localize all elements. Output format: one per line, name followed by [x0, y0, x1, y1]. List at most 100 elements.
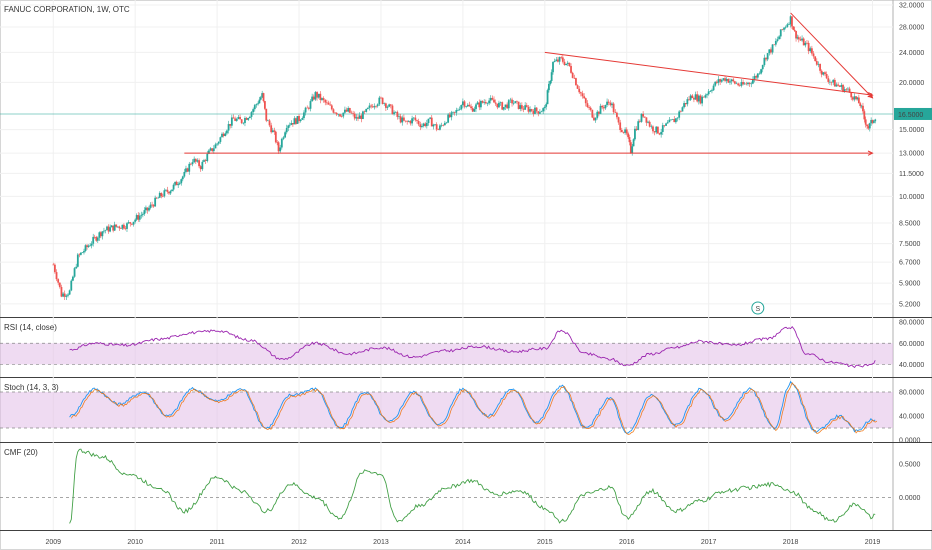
candle-body: [434, 124, 436, 125]
candle-body: [65, 295, 68, 297]
candle-body: [127, 222, 130, 224]
candle-body: [771, 44, 774, 53]
candle-body: [143, 210, 146, 215]
candle-body: [835, 84, 838, 87]
candle-body: [229, 124, 232, 126]
candle-body: [183, 171, 186, 177]
candle-body: [522, 108, 525, 110]
candle-body: [89, 245, 92, 247]
indicator-0-tick-0: 80.0000: [899, 320, 924, 327]
candle-body: [242, 122, 245, 124]
candle-body: [279, 147, 282, 152]
candle-body: [137, 215, 140, 220]
candle-body: [327, 102, 330, 105]
candle-body: [612, 103, 615, 113]
candle-body: [321, 98, 323, 100]
candle-body: [491, 97, 494, 100]
candle-body: [293, 118, 296, 125]
candle-body: [857, 97, 860, 104]
candle-body: [765, 57, 767, 60]
candle-body: [557, 59, 559, 62]
candle-body: [837, 84, 840, 86]
candle-body: [524, 105, 527, 110]
candle-body: [442, 124, 445, 126]
candle-body: [461, 101, 464, 106]
candle-body: [178, 183, 181, 185]
candle-body: [791, 16, 793, 27]
x-tick-3: 2012: [291, 539, 307, 546]
candle-body: [784, 26, 787, 28]
candle-body: [115, 224, 118, 227]
candle-body: [565, 63, 568, 65]
candle-body: [140, 214, 143, 216]
candle-body: [594, 117, 597, 121]
candle-body: [168, 191, 170, 194]
candle-body: [362, 111, 364, 119]
candle-body: [368, 105, 371, 108]
candle-body: [411, 118, 413, 124]
candle-body: [317, 93, 320, 98]
candle-body: [311, 96, 314, 102]
candle-body: [856, 97, 859, 100]
candle-body: [261, 93, 264, 98]
x-tick-0: 2009: [45, 539, 61, 546]
candle-body: [63, 293, 66, 297]
candle-body: [152, 205, 155, 207]
last-price-badge: [894, 107, 932, 120]
candle-body: [427, 118, 430, 123]
candle-body: [234, 118, 237, 121]
candle-body: [388, 104, 391, 107]
candle-body: [337, 114, 340, 115]
candle-body: [121, 224, 124, 229]
candle-body: [380, 97, 382, 99]
candle-body: [711, 90, 713, 92]
candle-body: [216, 143, 219, 145]
candle-body: [498, 102, 500, 108]
candle-body: [124, 228, 127, 229]
candle-body: [779, 29, 782, 37]
candle-body: [226, 130, 228, 134]
candle-body: [86, 245, 88, 247]
candle-body: [312, 96, 315, 100]
candle-body: [593, 117, 595, 121]
candle-body: [642, 113, 645, 117]
price-tick-4: 15.0000: [899, 127, 924, 134]
candle-body: [255, 104, 258, 106]
candle-body: [248, 116, 251, 119]
candle-body: [287, 125, 290, 128]
candle-body: [151, 204, 153, 206]
candle-body: [267, 120, 269, 122]
candle-body: [473, 108, 476, 112]
candle-body: [486, 103, 489, 104]
candle-body: [809, 48, 812, 52]
candle-body: [335, 112, 338, 115]
candle-body: [653, 131, 656, 133]
candle-body: [774, 40, 777, 45]
candle-body: [398, 116, 400, 117]
candle-body: [72, 276, 74, 281]
candle-body: [571, 72, 574, 78]
candle-body: [324, 100, 327, 103]
candle-body: [760, 69, 762, 74]
candle-body: [471, 108, 474, 112]
candle-body: [106, 226, 108, 231]
candle-body: [204, 160, 207, 161]
candle-body: [132, 221, 135, 225]
candle-body: [546, 90, 549, 105]
candle-body: [717, 79, 720, 83]
candle-body: [611, 103, 613, 106]
candle-body: [724, 78, 726, 81]
candle-body: [817, 63, 820, 65]
indicator-2-tick-0: 0.5000: [899, 461, 921, 468]
candle-body: [678, 111, 681, 118]
candle-body: [375, 106, 377, 107]
candle-body: [309, 101, 312, 109]
candle-body: [627, 133, 630, 138]
candle-body: [855, 96, 858, 100]
candle-body: [393, 112, 395, 115]
candle-body: [688, 99, 690, 100]
candle-body: [628, 137, 631, 143]
candle-body: [265, 108, 268, 121]
candle-body: [712, 85, 715, 91]
